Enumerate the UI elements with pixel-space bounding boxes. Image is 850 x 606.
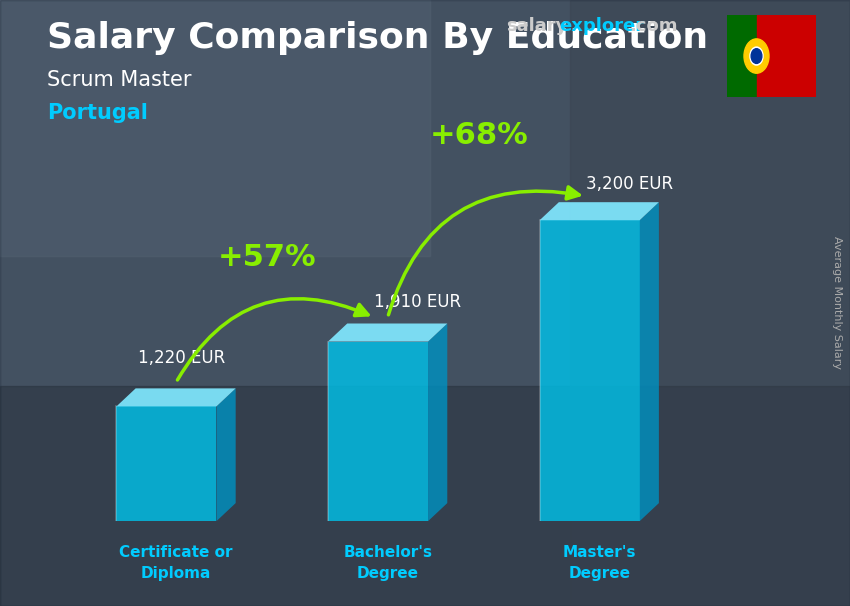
Circle shape: [744, 39, 769, 73]
Text: 1,910 EUR: 1,910 EUR: [374, 293, 462, 311]
Text: Salary Comparison By Education: Salary Comparison By Education: [47, 21, 708, 55]
Text: Portugal: Portugal: [47, 103, 148, 123]
Text: Certificate or
Diploma: Certificate or Diploma: [119, 545, 233, 581]
Text: +68%: +68%: [429, 121, 529, 150]
Polygon shape: [217, 388, 235, 521]
Text: explorer: explorer: [559, 17, 644, 35]
Bar: [756, 15, 816, 97]
Text: Bachelor's
Degree: Bachelor's Degree: [343, 545, 432, 581]
Polygon shape: [428, 324, 447, 521]
Circle shape: [751, 48, 762, 64]
Polygon shape: [328, 342, 428, 521]
Text: salary: salary: [506, 17, 567, 35]
Text: Scrum Master: Scrum Master: [47, 70, 191, 90]
Bar: [727, 15, 756, 97]
Bar: [0, 386, 850, 606]
Text: Master's
Degree: Master's Degree: [563, 545, 636, 581]
Text: Average Monthly Salary: Average Monthly Salary: [832, 236, 842, 370]
Text: 1,220 EUR: 1,220 EUR: [138, 349, 224, 367]
Bar: [0, 0, 430, 256]
Text: 3,200 EUR: 3,200 EUR: [586, 175, 673, 193]
Circle shape: [750, 47, 763, 65]
Bar: [570, 0, 850, 606]
Polygon shape: [640, 202, 659, 521]
Polygon shape: [540, 202, 659, 220]
Polygon shape: [116, 407, 217, 521]
Polygon shape: [328, 324, 447, 342]
Text: +57%: +57%: [218, 243, 317, 272]
Polygon shape: [540, 220, 640, 521]
Text: .com: .com: [629, 17, 677, 35]
Polygon shape: [116, 388, 235, 407]
